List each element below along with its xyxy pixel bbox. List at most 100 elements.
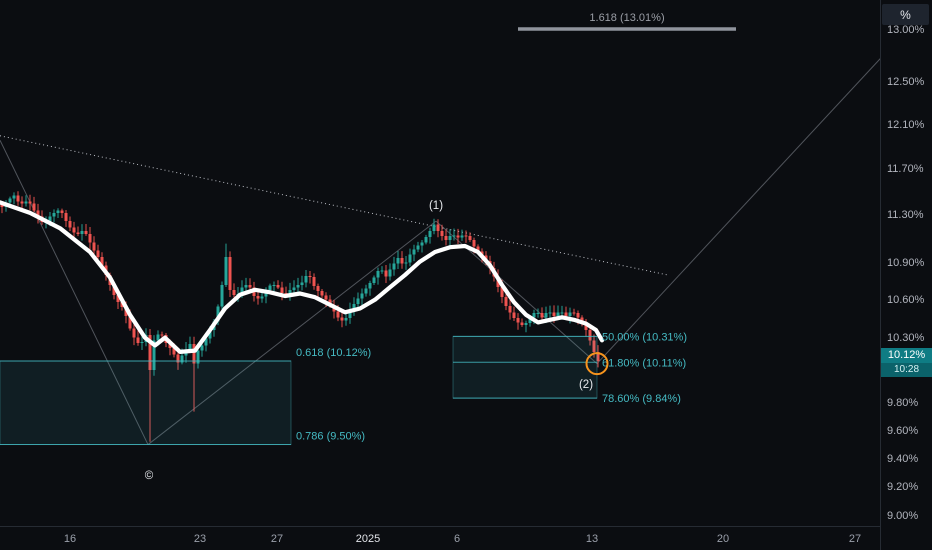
time-tick: 27 bbox=[270, 533, 284, 545]
wave-label[interactable]: © bbox=[145, 470, 154, 482]
candle-body bbox=[272, 284, 276, 286]
candle-body bbox=[112, 284, 116, 295]
candle-body bbox=[292, 287, 296, 290]
candle-body bbox=[464, 235, 468, 237]
candle-body bbox=[16, 195, 20, 202]
candle-body bbox=[128, 316, 132, 329]
candle bbox=[368, 280, 372, 296]
fib-retracement-secondary-area[interactable] bbox=[0, 360, 292, 446]
candle-body bbox=[80, 230, 84, 234]
candle-body bbox=[544, 313, 548, 318]
candle-body bbox=[12, 195, 16, 199]
wave-label[interactable]: (1) bbox=[429, 200, 443, 212]
candle-body bbox=[288, 289, 292, 294]
candle-body bbox=[244, 284, 248, 288]
candle-body bbox=[504, 296, 508, 306]
candle bbox=[548, 305, 552, 319]
candle-body bbox=[556, 312, 560, 317]
candle-body bbox=[500, 286, 504, 297]
fib-retracement-primary-level-label[interactable]: 61.80% (10.11%) bbox=[602, 357, 686, 369]
fib-extension-label[interactable]: 1.618 (13.01%) bbox=[589, 12, 664, 24]
candle bbox=[352, 297, 356, 316]
candle bbox=[372, 275, 376, 285]
candle bbox=[288, 282, 292, 301]
candle-body bbox=[28, 201, 32, 204]
fib-retracement-secondary-level-label[interactable]: 0.786 (9.50%) bbox=[296, 431, 365, 443]
price-tick: 13.00% bbox=[887, 24, 925, 36]
fib-retracement-secondary-level-label[interactable]: 0.618 (10.12%) bbox=[296, 347, 371, 359]
moving-average-line[interactable] bbox=[0, 200, 605, 354]
candle bbox=[392, 256, 396, 276]
candle-body bbox=[576, 313, 580, 318]
last-price-value: 10.12% bbox=[881, 347, 932, 363]
candle-body bbox=[156, 334, 160, 341]
price-tick: 9.60% bbox=[887, 424, 919, 437]
price-tick: 12.50% bbox=[887, 75, 925, 88]
candle-body bbox=[56, 210, 60, 213]
candle-body bbox=[348, 309, 352, 319]
fib-retracement-primary-area[interactable] bbox=[452, 335, 598, 399]
time-tick: 20 bbox=[716, 533, 730, 545]
candle-body bbox=[176, 354, 180, 363]
candle-body bbox=[8, 198, 12, 203]
candle-body bbox=[260, 296, 264, 299]
fib-retracement-primary-level-label[interactable]: 78.60% (9.84%) bbox=[602, 393, 681, 405]
candle-body bbox=[60, 210, 64, 214]
candle bbox=[12, 192, 16, 205]
candle bbox=[428, 227, 432, 244]
fib-retracement-primary[interactable]: 50.00% (10.31%) 61.80% (10.11%) 78.60% (9.… bbox=[452, 331, 687, 405]
candle-body bbox=[436, 224, 440, 231]
candle bbox=[152, 335, 156, 376]
candle-body bbox=[416, 245, 420, 250]
candle bbox=[24, 195, 28, 207]
fib-retracement-primary-level-label[interactable]: 50.00% (10.31%) bbox=[602, 331, 687, 343]
candle bbox=[16, 191, 20, 206]
candle-body bbox=[376, 270, 380, 278]
candle-body bbox=[456, 235, 460, 238]
last-price-countdown: 10:28 bbox=[881, 362, 932, 377]
wave-label[interactable]: (2) bbox=[579, 379, 593, 391]
highlight-circle[interactable] bbox=[585, 352, 609, 376]
impulse-line-left[interactable] bbox=[0, 139, 149, 445]
candle-body bbox=[424, 236, 428, 243]
candle bbox=[412, 244, 416, 262]
candle bbox=[508, 299, 512, 320]
candle bbox=[84, 223, 88, 236]
candle-body bbox=[208, 330, 212, 339]
candle bbox=[404, 255, 408, 270]
candle-body bbox=[232, 289, 236, 295]
candle bbox=[424, 234, 428, 245]
percent-scale-button[interactable]: % bbox=[882, 4, 929, 25]
impulse-line-c-to-1[interactable] bbox=[147, 220, 437, 445]
candle-body bbox=[48, 216, 52, 222]
candle-body bbox=[160, 334, 164, 336]
fib-retracement-secondary[interactable]: 0.618 (10.12%) 0.786 (9.50%) bbox=[0, 347, 371, 446]
candle-body bbox=[296, 284, 300, 288]
candle-body bbox=[444, 236, 448, 241]
candle-body bbox=[132, 328, 136, 338]
candle-body bbox=[404, 262, 408, 264]
descending-dotted-trendline[interactable] bbox=[0, 135, 669, 276]
candle-body bbox=[68, 220, 72, 228]
candle bbox=[452, 228, 456, 241]
candle-body bbox=[228, 256, 232, 290]
candle-body bbox=[220, 284, 224, 307]
candle bbox=[460, 229, 464, 241]
candle-body bbox=[188, 344, 192, 350]
fib-extension[interactable]: 1.618 (13.01%) bbox=[518, 12, 736, 31]
projection-line[interactable] bbox=[596, 54, 885, 364]
candle-body bbox=[180, 355, 184, 363]
price-axis[interactable]: 13.00% 12.50% 12.10% 11.70% 11.30% 10.90% 10.6… bbox=[880, 0, 932, 550]
candle-body bbox=[412, 249, 416, 255]
candle-body bbox=[24, 201, 28, 204]
candle bbox=[136, 330, 140, 346]
candle-body bbox=[476, 246, 480, 252]
time-axis[interactable]: 16 23 27 2025 6 13 20 27 bbox=[0, 526, 932, 550]
candle-body bbox=[596, 351, 600, 361]
candle bbox=[384, 265, 388, 284]
candle-body bbox=[592, 340, 596, 352]
price-tick: 9.20% bbox=[887, 480, 919, 493]
candle-body bbox=[172, 347, 176, 355]
price-tick: 10.60% bbox=[887, 293, 925, 306]
